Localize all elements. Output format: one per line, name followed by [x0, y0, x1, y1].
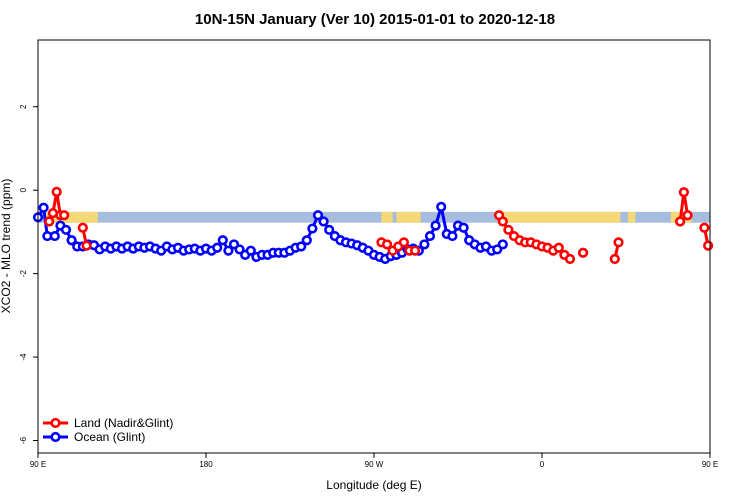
ocean-point [245, 245, 256, 256]
land-point [381, 239, 393, 250]
legend-label: Ocean (Glint) [74, 430, 145, 444]
ocean-point [318, 216, 329, 227]
ocean-point [217, 235, 228, 246]
land-point [613, 237, 624, 248]
ocean-point [38, 202, 49, 213]
land-point [59, 210, 70, 221]
y-axis: 2 0 -2 -4 -6 [19, 104, 38, 444]
land-point [553, 242, 564, 253]
ocean-point [307, 223, 318, 234]
ocean-point [497, 239, 508, 250]
land-point [564, 253, 576, 265]
y-tick-label: -6 [19, 436, 28, 444]
land-point [503, 224, 514, 235]
x-tick-label: 0 [540, 460, 545, 469]
ocean-point [49, 230, 60, 242]
land-point [409, 245, 421, 256]
x-axis: 90 E 180 90 W 0 90 E [30, 453, 718, 469]
ocean-point [324, 224, 335, 235]
land-mask-segment [627, 211, 636, 223]
y-tick-label: -2 [19, 270, 28, 278]
land-mask-segment [381, 211, 393, 223]
ocean-point [424, 230, 436, 242]
land-point [44, 216, 55, 227]
ocean-point [419, 239, 430, 250]
land-point [678, 187, 689, 198]
x-tick-label: 90 E [702, 460, 718, 469]
plot-area [32, 186, 714, 265]
ocean-point [212, 242, 223, 253]
ocean-point [296, 241, 307, 252]
legend-marker [50, 431, 61, 443]
x-tick-label: 90 W [365, 460, 384, 469]
ocean-point [223, 245, 234, 256]
chart-title: 10N-15N January (Ver 10) 2015-01-01 to 2… [195, 11, 555, 28]
y-tick-label: 0 [19, 187, 28, 192]
x-axis-label: Longitude (deg E) [326, 478, 421, 492]
ocean-point [60, 224, 72, 235]
legend-label: Land (Nadir&Glint) [74, 416, 173, 430]
land-point [81, 240, 92, 251]
land-point [398, 237, 409, 248]
x-tick-label: 180 [199, 460, 213, 469]
ocean-point [430, 220, 441, 231]
land-point [609, 253, 620, 265]
ocean-point [436, 201, 447, 212]
ocean-point [301, 235, 312, 246]
land-mask-segment [396, 211, 421, 223]
land-point [699, 222, 710, 233]
ocean-band [38, 211, 710, 223]
y-tick-label: 2 [19, 104, 28, 109]
land-point [682, 210, 693, 221]
ocean-point [66, 235, 77, 246]
land-mask-segment [45, 211, 98, 223]
land-point [51, 186, 62, 197]
ocean-point [458, 222, 469, 233]
x-tick-label: 90 E [30, 460, 46, 469]
y-axis-label: XCO2 - MLO trend (ppm) [0, 179, 13, 314]
land-point [703, 240, 714, 251]
legend: Land (Nadir&Glint)Ocean (Glint) [43, 416, 173, 444]
ocean-point [447, 230, 458, 242]
ocean-point [312, 210, 324, 221]
land-point [577, 247, 589, 258]
land-point [675, 216, 686, 227]
land-mask-segment [499, 211, 621, 223]
y-tick-label: -4 [19, 353, 28, 361]
land-point [77, 222, 88, 233]
land-point [497, 216, 508, 227]
legend-marker [50, 417, 61, 429]
ocean-point [234, 244, 245, 255]
